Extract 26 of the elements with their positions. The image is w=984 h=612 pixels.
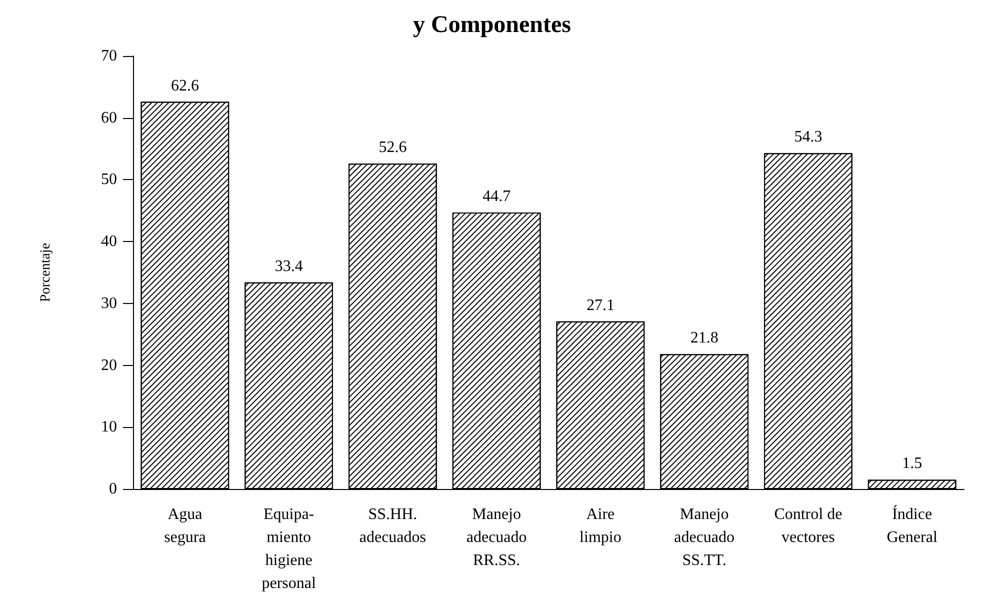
data-label: 33.4	[274, 258, 303, 275]
y-tick-label: 60	[101, 109, 117, 126]
y-tick-label: 20	[101, 356, 117, 374]
data-label: 54.3	[794, 128, 822, 146]
x-tick-label: Agua segura	[164, 506, 206, 546]
x-tick-label: Equipa- miento higiene personal	[262, 506, 316, 592]
y-tick-label: 40	[101, 233, 117, 250]
x-tick-label: Control de vectores	[774, 506, 842, 546]
x-tick-label: Manejo adecuado RR.SS.	[466, 506, 527, 569]
data-label: 1.5	[902, 455, 922, 472]
x-tick-label: Aire limpio	[580, 506, 622, 546]
data-label: 21.8	[690, 330, 718, 347]
x-tick-label: Manejo adecuado SS.TT.	[674, 506, 735, 569]
y-tick-label: 70	[101, 48, 117, 64]
data-label: 44.7	[482, 188, 511, 205]
y-tick-label: 10	[101, 418, 117, 436]
data-label: 52.6	[378, 139, 407, 156]
y-tick-label: 50	[101, 171, 117, 188]
data-label: 27.1	[586, 296, 614, 314]
y-tick-label: 0	[109, 480, 117, 498]
x-tick-label: Índice General	[886, 505, 938, 546]
y-tick-label: 30	[101, 294, 117, 312]
chart-title: y Componentes	[412, 12, 572, 38]
x-tick-label: SS.HH. adecuados	[359, 506, 426, 546]
data-label: 62.6	[170, 77, 199, 94]
y-axis-title: Porcentaje	[38, 242, 54, 302]
